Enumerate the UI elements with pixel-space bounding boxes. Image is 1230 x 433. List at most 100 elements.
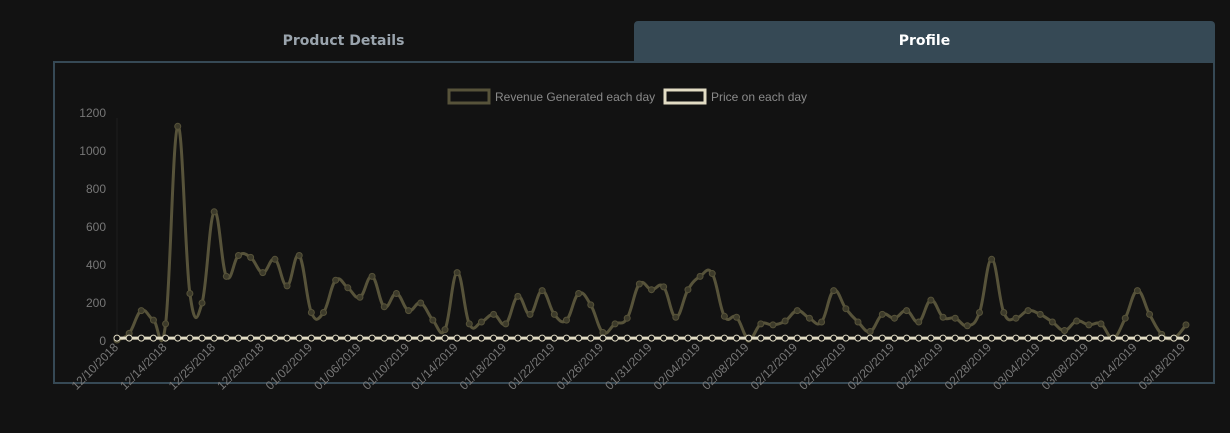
data-point-revenue[interactable]: [356, 293, 364, 301]
data-point-price[interactable]: [745, 334, 753, 342]
data-point-price[interactable]: [174, 334, 182, 342]
data-point-price[interactable]: [271, 334, 279, 342]
data-point-price[interactable]: [842, 334, 850, 342]
data-point-price[interactable]: [1085, 334, 1093, 342]
data-point-price[interactable]: [1000, 334, 1008, 342]
data-point-price[interactable]: [696, 334, 704, 342]
data-point-revenue[interactable]: [793, 307, 801, 315]
data-point-revenue[interactable]: [198, 299, 206, 307]
data-point-price[interactable]: [805, 334, 813, 342]
data-point-revenue[interactable]: [818, 318, 826, 326]
data-point-price[interactable]: [1012, 334, 1020, 342]
data-point-revenue[interactable]: [842, 305, 850, 313]
data-point-price[interactable]: [854, 334, 862, 342]
data-point-price[interactable]: [149, 334, 157, 342]
data-point-revenue[interactable]: [514, 292, 522, 300]
data-point-revenue[interactable]: [769, 321, 777, 329]
data-point-revenue[interactable]: [1012, 314, 1020, 322]
data-point-revenue[interactable]: [1146, 310, 1154, 318]
data-point-revenue[interactable]: [635, 280, 643, 288]
data-point-price[interactable]: [818, 334, 826, 342]
data-point-revenue[interactable]: [271, 255, 279, 263]
data-point-revenue[interactable]: [575, 290, 583, 297]
data-point-revenue[interactable]: [162, 320, 170, 328]
data-point-revenue[interactable]: [210, 208, 218, 216]
data-point-revenue[interactable]: [149, 316, 157, 324]
data-point-price[interactable]: [927, 334, 935, 342]
data-point-revenue[interactable]: [405, 307, 413, 315]
data-point-price[interactable]: [611, 334, 619, 342]
data-point-price[interactable]: [1024, 334, 1032, 342]
data-point-revenue[interactable]: [283, 282, 291, 290]
data-point-price[interactable]: [125, 334, 133, 342]
data-point-price[interactable]: [210, 334, 218, 342]
data-point-price[interactable]: [113, 334, 121, 342]
data-point-price[interactable]: [684, 334, 692, 342]
data-point-price[interactable]: [137, 334, 145, 342]
data-point-revenue[interactable]: [344, 284, 352, 292]
data-point-revenue[interactable]: [975, 309, 983, 316]
data-point-price[interactable]: [405, 334, 413, 342]
data-point-price[interactable]: [599, 334, 607, 342]
data-point-price[interactable]: [939, 334, 947, 342]
data-point-revenue[interactable]: [1061, 327, 1069, 335]
data-point-price[interactable]: [720, 334, 728, 342]
data-point-price[interactable]: [975, 334, 983, 342]
data-point-revenue[interactable]: [538, 287, 546, 295]
data-point-revenue[interactable]: [720, 312, 728, 320]
data-point-price[interactable]: [890, 334, 898, 342]
data-point-revenue[interactable]: [733, 313, 741, 321]
data-point-price[interactable]: [502, 334, 510, 342]
data-point-revenue[interactable]: [477, 318, 485, 326]
data-point-price[interactable]: [672, 334, 680, 342]
data-point-price[interactable]: [562, 334, 570, 342]
data-point-revenue[interactable]: [599, 328, 607, 336]
data-point-price[interactable]: [234, 334, 242, 342]
data-point-price[interactable]: [903, 334, 911, 342]
data-point-price[interactable]: [526, 334, 534, 342]
data-point-revenue[interactable]: [854, 318, 862, 326]
data-point-revenue[interactable]: [392, 290, 400, 297]
data-point-price[interactable]: [1158, 334, 1166, 342]
data-point-revenue[interactable]: [915, 318, 923, 326]
data-point-price[interactable]: [1182, 334, 1190, 342]
data-point-price[interactable]: [538, 334, 546, 342]
data-point-revenue[interactable]: [453, 269, 461, 277]
data-point-price[interactable]: [490, 334, 498, 342]
data-point-price[interactable]: [1121, 334, 1129, 342]
data-point-revenue[interactable]: [951, 314, 959, 322]
data-point-revenue[interactable]: [307, 309, 315, 316]
data-point-price[interactable]: [222, 334, 230, 342]
data-point-revenue[interactable]: [380, 303, 388, 311]
data-point-revenue[interactable]: [757, 320, 765, 328]
data-point-revenue[interactable]: [490, 310, 498, 318]
data-point-revenue[interactable]: [611, 320, 619, 328]
data-point-price[interactable]: [963, 334, 971, 342]
data-point-price[interactable]: [283, 334, 291, 342]
data-point-revenue[interactable]: [587, 301, 595, 309]
data-point-revenue[interactable]: [939, 313, 947, 321]
data-point-revenue[interactable]: [417, 299, 425, 307]
data-point-price[interactable]: [915, 334, 923, 342]
data-point-price[interactable]: [635, 334, 643, 342]
data-point-price[interactable]: [1036, 334, 1044, 342]
data-point-price[interactable]: [733, 334, 741, 342]
data-point-price[interactable]: [550, 334, 558, 342]
data-point-price[interactable]: [465, 334, 473, 342]
data-point-price[interactable]: [1133, 334, 1141, 342]
data-point-revenue[interactable]: [1024, 307, 1032, 315]
data-point-revenue[interactable]: [805, 314, 813, 322]
data-point-price[interactable]: [1170, 334, 1178, 342]
data-point-price[interactable]: [575, 334, 583, 342]
data-point-price[interactable]: [514, 334, 522, 342]
data-point-price[interactable]: [648, 334, 655, 342]
data-point-revenue[interactable]: [660, 283, 668, 291]
data-point-revenue[interactable]: [1097, 320, 1105, 328]
legend-label-revenue[interactable]: Revenue Generated each day: [495, 90, 655, 104]
data-point-price[interactable]: [830, 334, 838, 342]
data-point-revenue[interactable]: [1000, 309, 1008, 316]
data-point-price[interactable]: [417, 334, 425, 342]
data-point-revenue[interactable]: [927, 296, 935, 304]
data-point-price[interactable]: [1048, 334, 1056, 342]
data-point-price[interactable]: [441, 334, 449, 342]
